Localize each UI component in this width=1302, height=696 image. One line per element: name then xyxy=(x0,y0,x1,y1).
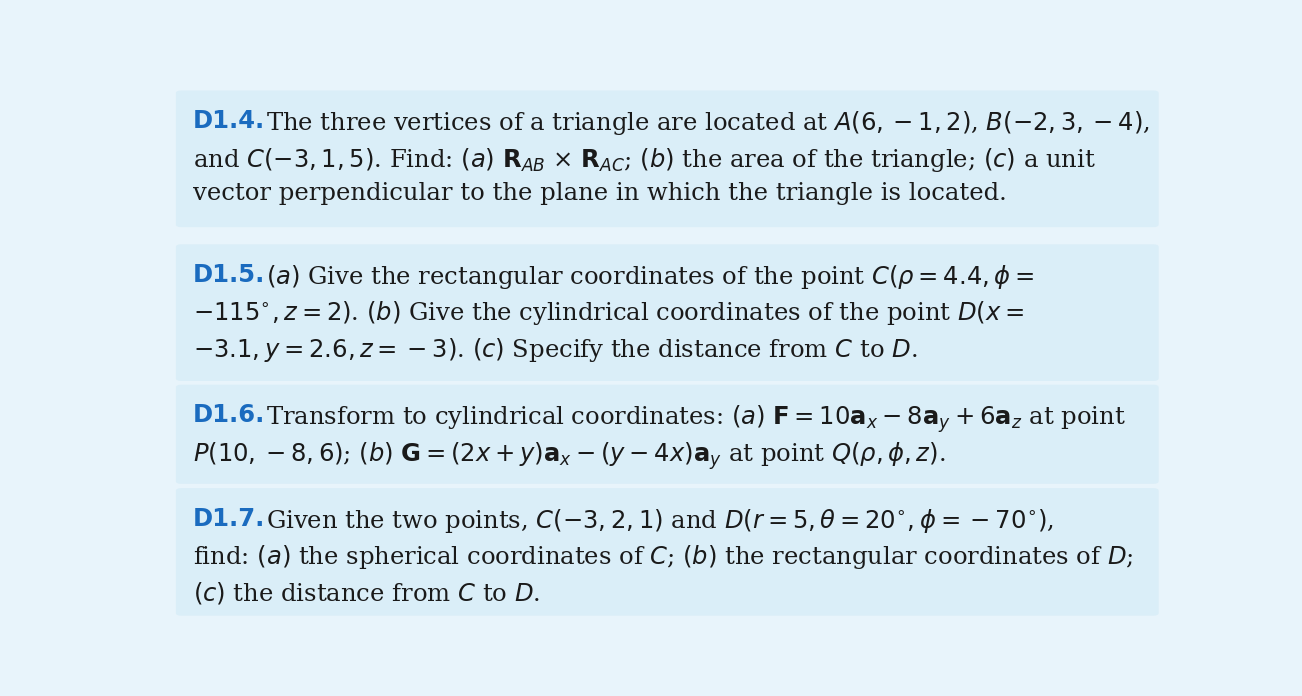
FancyBboxPatch shape xyxy=(176,90,1159,227)
Text: $P(10, -8, 6)$; $(b)$ $\mathbf{G} = (2x+y)\mathbf{a}_x - (y-4x)\mathbf{a}_y$ at : $P(10, -8, 6)$; $(b)$ $\mathbf{G} = (2x+… xyxy=(193,440,945,472)
Text: vector perpendicular to the plane in which the triangle is located.: vector perpendicular to the plane in whi… xyxy=(193,182,1006,205)
Text: The three vertices of a triangle are located at $A(6, -1, 2)$, $B(-2, 3, -4)$,: The three vertices of a triangle are loc… xyxy=(266,109,1150,137)
Text: find: $(a)$ the spherical coordinates of $C$; $(b)$ the rectangular coordinates : find: $(a)$ the spherical coordinates of… xyxy=(193,544,1134,571)
Text: D1.7.: D1.7. xyxy=(193,507,266,531)
FancyBboxPatch shape xyxy=(176,488,1159,616)
Text: Transform to cylindrical coordinates: $(a)$ $\mathbf{F} = 10\mathbf{a}_x - 8\mat: Transform to cylindrical coordinates: $(… xyxy=(266,404,1125,435)
Text: D1.6.: D1.6. xyxy=(193,404,266,427)
Text: Given the two points, $C(-3, 2, 1)$ and $D(r = 5, \theta = 20^{\circ}, \phi = -7: Given the two points, $C(-3, 2, 1)$ and … xyxy=(266,507,1053,535)
Text: and $C(-3, 1, 5)$. Find: $(a)$ $\mathbf{R}_{AB}$ × $\mathbf{R}_{AC}$; $(b)$ the : and $C(-3, 1, 5)$. Find: $(a)$ $\mathbf{… xyxy=(193,145,1096,174)
Text: $(c)$ the distance from $C$ to $D$.: $(c)$ the distance from $C$ to $D$. xyxy=(193,580,540,606)
FancyBboxPatch shape xyxy=(176,244,1159,381)
Text: $-3.1, y = 2.6, z = -3)$. $(c)$ Specify the distance from $C$ to $D$.: $-3.1, y = 2.6, z = -3)$. $(c)$ Specify … xyxy=(193,336,918,364)
Text: D1.5.: D1.5. xyxy=(193,263,266,287)
FancyBboxPatch shape xyxy=(176,385,1159,484)
Text: D1.4.: D1.4. xyxy=(193,109,266,133)
Text: $(a)$ Give the rectangular coordinates of the point $C(\rho = 4.4, \phi =$: $(a)$ Give the rectangular coordinates o… xyxy=(266,263,1034,291)
Text: $-115^{\circ}, z = 2)$. $(b)$ Give the cylindrical coordinates of the point $D(x: $-115^{\circ}, z = 2)$. $(b)$ Give the c… xyxy=(193,299,1025,328)
